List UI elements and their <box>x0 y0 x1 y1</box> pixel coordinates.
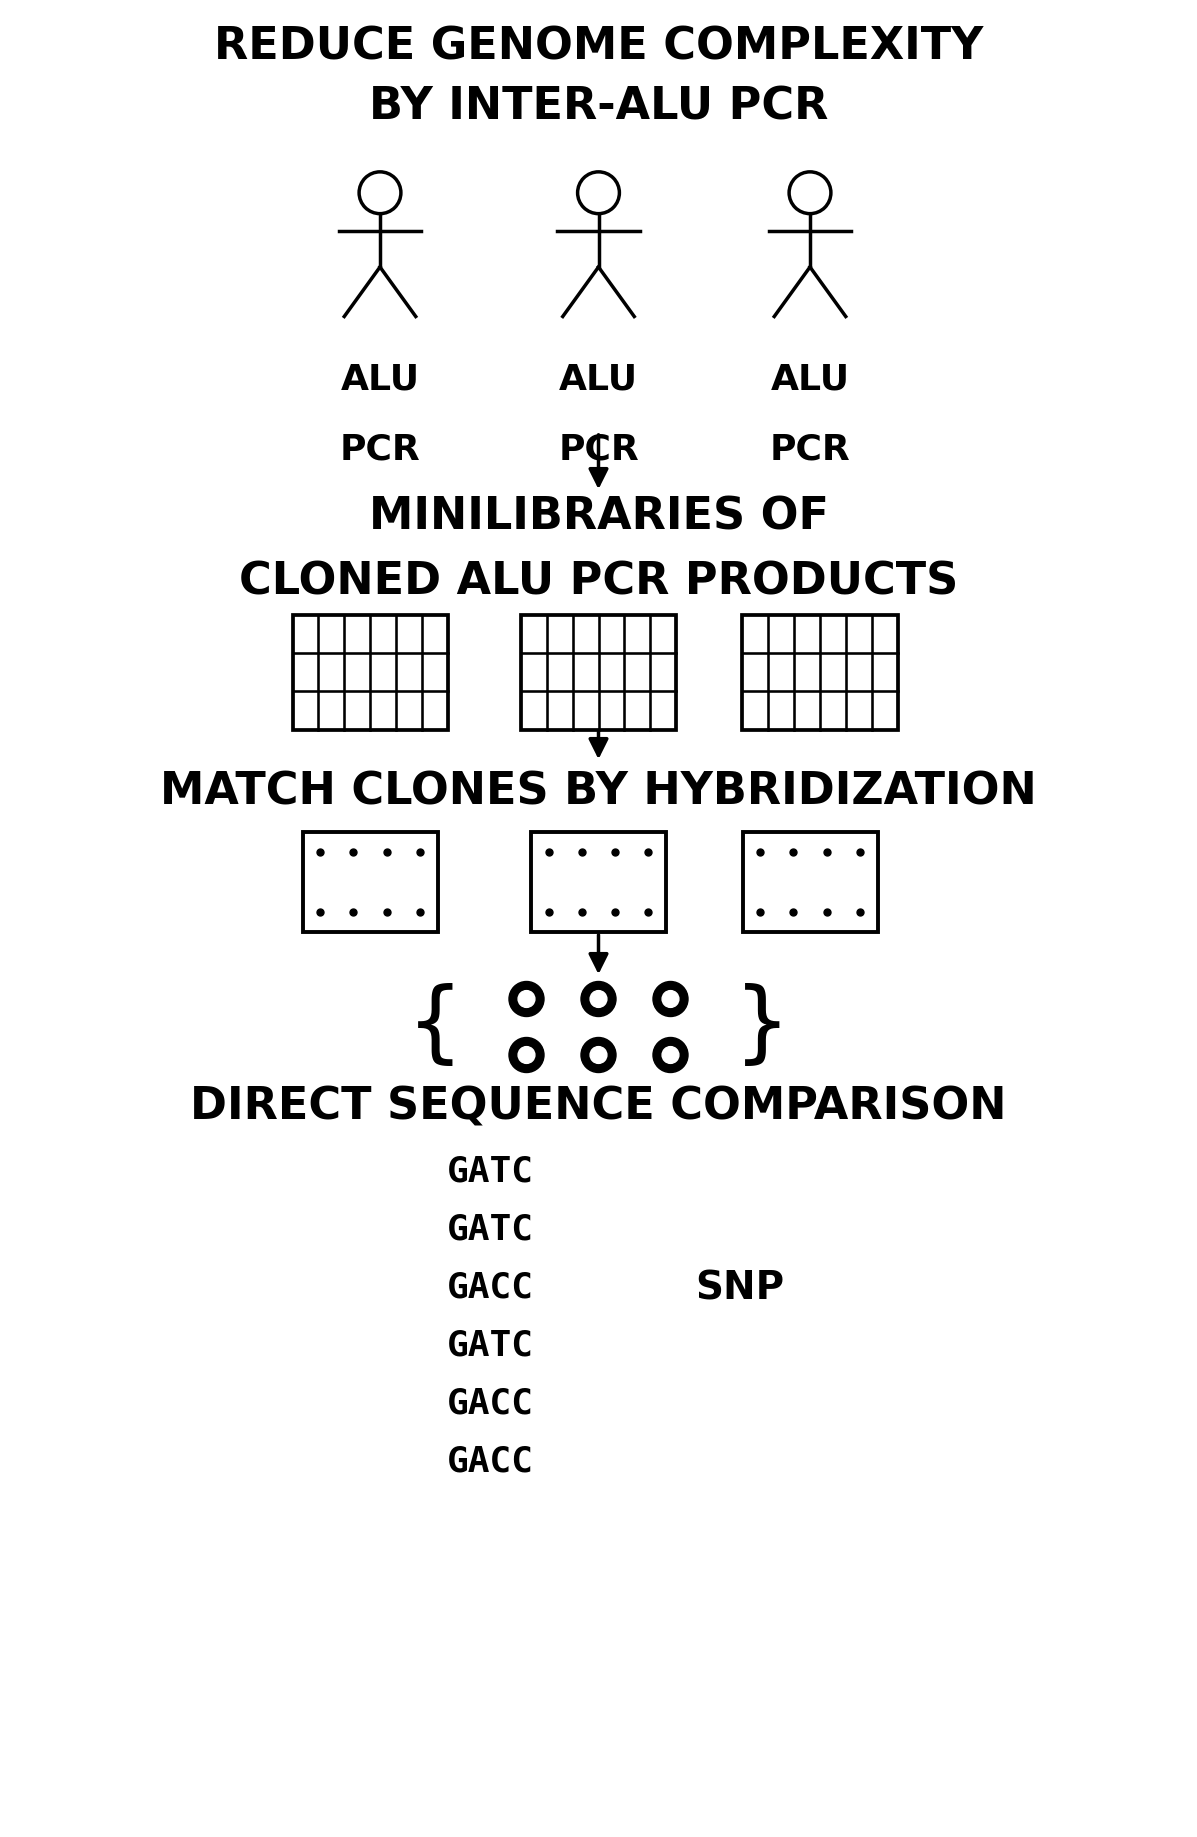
Text: GATC: GATC <box>446 1328 534 1363</box>
Circle shape <box>509 981 543 1016</box>
Circle shape <box>581 1038 616 1073</box>
Circle shape <box>590 990 607 1007</box>
Text: ALU: ALU <box>340 362 420 397</box>
Text: }: } <box>734 983 790 1071</box>
Bar <box>742 832 877 931</box>
Text: MATCH CLONES BY HYBRIDIZATION: MATCH CLONES BY HYBRIDIZATION <box>160 770 1037 814</box>
Text: GACC: GACC <box>446 1387 534 1422</box>
Circle shape <box>590 1047 607 1064</box>
Circle shape <box>518 1047 535 1064</box>
Text: DIRECT SEQUENCE COMPARISON: DIRECT SEQUENCE COMPARISON <box>190 1086 1007 1128</box>
Bar <box>303 832 437 931</box>
Text: ALU: ALU <box>771 362 850 397</box>
Circle shape <box>581 981 616 1016</box>
Text: GACC: GACC <box>446 1271 534 1304</box>
Bar <box>521 615 676 729</box>
Circle shape <box>662 990 679 1007</box>
Text: PCR: PCR <box>340 432 420 467</box>
Text: {: { <box>407 983 463 1071</box>
Circle shape <box>654 1038 688 1073</box>
Text: GATC: GATC <box>446 1212 534 1247</box>
Text: BY INTER-ALU PCR: BY INTER-ALU PCR <box>369 86 828 129</box>
Text: GACC: GACC <box>446 1446 534 1479</box>
Text: REDUCE GENOME COMPLEXITY: REDUCE GENOME COMPLEXITY <box>214 26 983 68</box>
Text: PCR: PCR <box>558 432 639 467</box>
Text: GATC: GATC <box>446 1155 534 1189</box>
Text: MINILIBRARIES OF: MINILIBRARIES OF <box>369 496 828 538</box>
Bar <box>531 832 666 931</box>
Circle shape <box>654 981 688 1016</box>
Text: PCR: PCR <box>770 432 850 467</box>
Circle shape <box>518 990 535 1007</box>
Bar <box>292 615 448 729</box>
Bar <box>742 615 898 729</box>
Text: CLONED ALU PCR PRODUCTS: CLONED ALU PCR PRODUCTS <box>239 560 958 604</box>
Circle shape <box>662 1047 679 1064</box>
Text: SNP: SNP <box>695 1269 784 1306</box>
Text: ALU: ALU <box>559 362 638 397</box>
Circle shape <box>509 1038 543 1073</box>
